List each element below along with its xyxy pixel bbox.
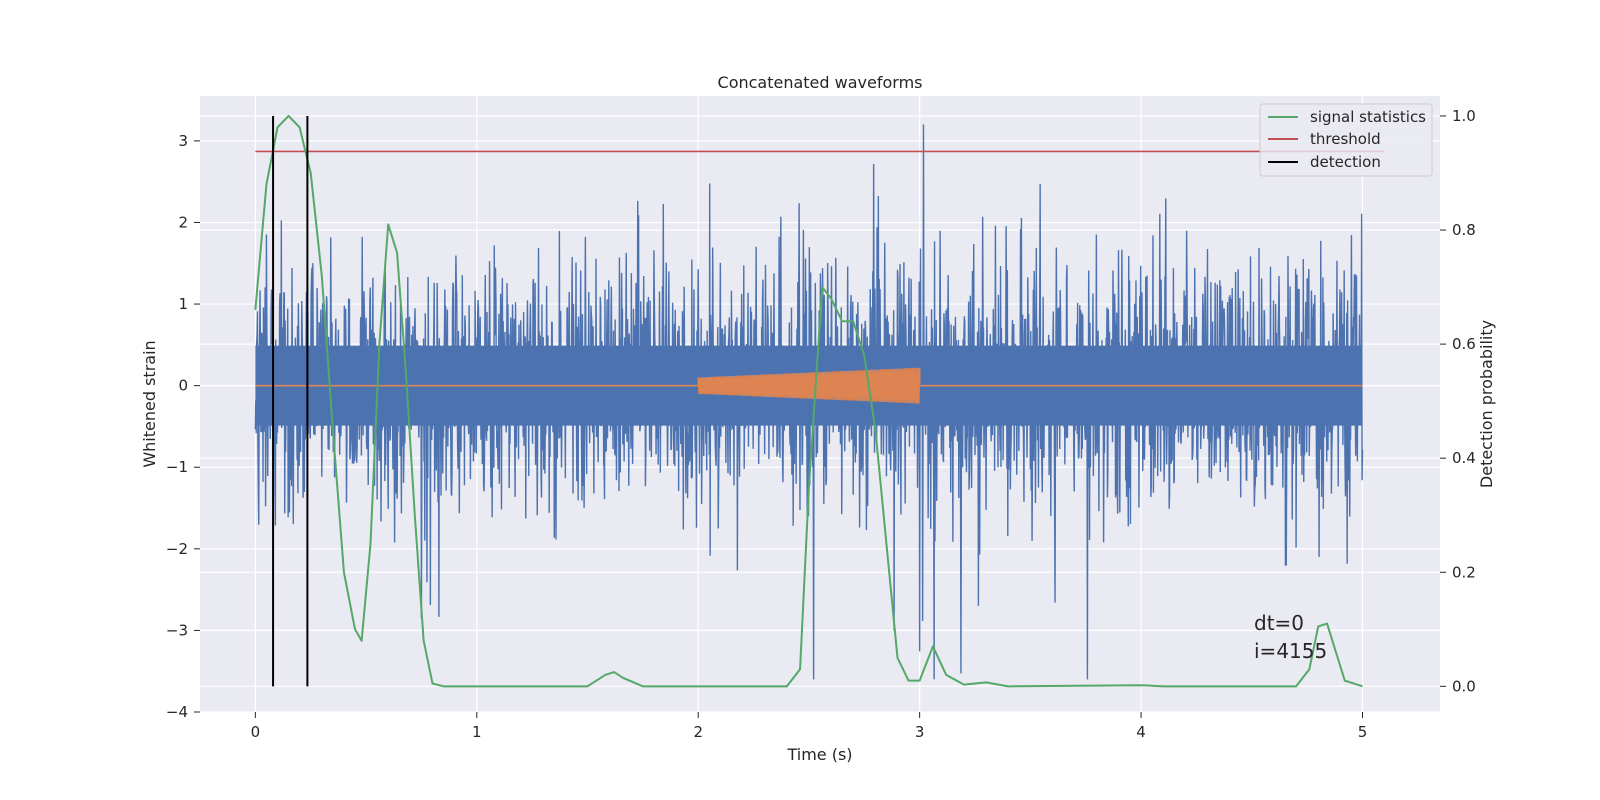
y-tick-label: 1 — [178, 295, 188, 313]
y-tick-label: −1 — [166, 458, 188, 476]
y-tick-label: 3 — [178, 132, 188, 150]
y2-tick-label: 0.0 — [1452, 677, 1476, 695]
x-tick-label: 0 — [251, 723, 261, 741]
annotation-dt: dt=0 — [1254, 611, 1304, 635]
signal-statistics-line — [254, 114, 1363, 688]
legend-label-signal-statistics: signal statistics — [1310, 108, 1426, 126]
legend-box — [1259, 103, 1433, 177]
legend: signal statistics threshold detection — [1259, 103, 1433, 177]
y2-tick-label: 0.6 — [1452, 335, 1476, 353]
y2-axis-label: Detection probability — [1477, 320, 1496, 488]
plot-content — [254, 114, 1385, 688]
y-tick-label: −4 — [166, 703, 188, 721]
y-tick-label: 2 — [178, 213, 188, 231]
annotation-index: i=4155 — [1254, 639, 1327, 663]
y-tick-label: 0 — [178, 377, 188, 395]
legend-label-detection: detection — [1310, 153, 1381, 171]
x-tick-label: 5 — [1358, 723, 1368, 741]
y-tick-label: −3 — [166, 621, 188, 639]
y-axis-label: Whitened strain — [140, 340, 159, 467]
x-axis-label: Time (s) — [786, 745, 852, 764]
x-tick-label: 2 — [693, 723, 703, 741]
chart-title: Concatenated waveforms — [718, 73, 923, 92]
y2-tick-label: 0.2 — [1452, 563, 1476, 581]
y2-tick-label: 0.4 — [1452, 449, 1476, 467]
x-tick-label: 3 — [915, 723, 925, 741]
injection-line — [255, 367, 1363, 404]
axes: 0 1 2 3 4 5 −4 −3 −2 −1 0 1 2 3 0.0 0.2 0.4 0.6 0.8 1.0 — [166, 107, 1476, 741]
y2-tick-label: 1.0 — [1452, 107, 1476, 125]
y2-tick-label: 0.8 — [1452, 221, 1476, 239]
legend-label-threshold: threshold — [1310, 130, 1381, 148]
y-tick-label: −2 — [166, 540, 188, 558]
x-tick-label: 4 — [1136, 723, 1146, 741]
x-tick-label: 1 — [472, 723, 482, 741]
